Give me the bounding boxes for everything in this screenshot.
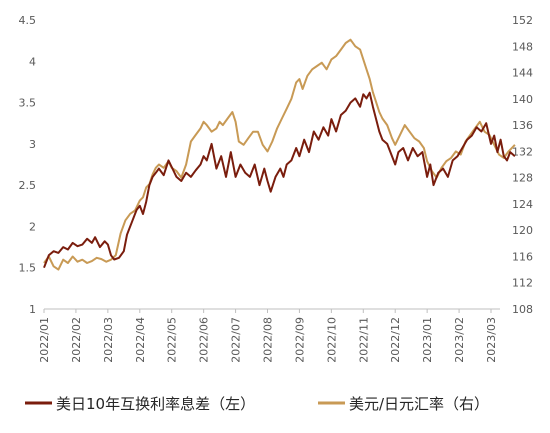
x-tick-label: 2023/03 <box>485 317 498 363</box>
right-axis-ticks: 108 112 116 120 124 128 132 136 140 144 148 152 <box>512 14 533 316</box>
series-line-swap-spread <box>43 91 516 269</box>
x-tick-label: 2022/02 <box>70 317 83 363</box>
x-tick-label: 2022/04 <box>134 317 147 363</box>
series-layer <box>43 38 516 271</box>
x-tick-label: 2022/11 <box>357 317 370 363</box>
x-tick-label: 2022/01 <box>38 317 51 363</box>
x-tick-label: 2022/08 <box>262 317 275 363</box>
right-tick-label: 124 <box>512 198 533 211</box>
right-tick-label: 112 <box>512 277 533 290</box>
x-tick-label: 2022/05 <box>166 317 179 363</box>
x-tick-label: 2023/02 <box>453 317 466 363</box>
x-axis-ticks: 2022/01 2022/02 2022/03 2022/04 2022/05 2022/… <box>38 309 498 363</box>
legend: 美日10年互换利率息差（左） 美元/日元汇率（右） <box>25 395 489 413</box>
legend-item-swap-spread: 美日10年互换利率息差（左） <box>25 395 255 413</box>
left-tick-label: 3 <box>29 138 36 151</box>
x-tick-label: 2022/07 <box>230 317 243 363</box>
left-tick-label: 2.5 <box>19 179 37 192</box>
left-tick-label: 3.5 <box>19 97 37 110</box>
x-tick-label: 2023/01 <box>421 317 434 363</box>
x-tick-label: 2022/03 <box>102 317 115 363</box>
right-tick-label: 132 <box>512 145 533 158</box>
left-tick-label: 4 <box>29 55 36 68</box>
right-tick-label: 116 <box>512 250 533 263</box>
left-tick-label: 1 <box>29 303 36 316</box>
x-tick-label: 2022/12 <box>389 317 402 363</box>
legend-label-usdjpy: 美元/日元汇率（右） <box>349 395 489 413</box>
series-line-usdjpy <box>43 38 516 271</box>
right-tick-label: 140 <box>512 93 533 106</box>
x-tick-label: 2022/09 <box>293 317 306 363</box>
right-tick-label: 108 <box>512 303 533 316</box>
right-tick-label: 120 <box>512 224 533 237</box>
x-tick-label: 2022/10 <box>325 317 338 363</box>
left-tick-label: 1.5 <box>19 262 37 275</box>
right-tick-label: 144 <box>512 67 533 80</box>
left-tick-label: 2 <box>29 220 36 233</box>
right-tick-label: 128 <box>512 172 533 185</box>
legend-item-usdjpy: 美元/日元汇率（右） <box>318 395 489 413</box>
right-tick-label: 148 <box>512 40 533 53</box>
right-tick-label: 152 <box>512 14 533 27</box>
x-tick-label: 2022/06 <box>198 317 211 363</box>
right-tick-label: 136 <box>512 119 533 132</box>
left-axis-ticks: 1 1.5 2 2.5 3 3.5 4 4.5 <box>19 14 37 316</box>
legend-label-swap-spread: 美日10年互换利率息差（左） <box>56 395 255 413</box>
left-tick-label: 4.5 <box>19 14 37 27</box>
